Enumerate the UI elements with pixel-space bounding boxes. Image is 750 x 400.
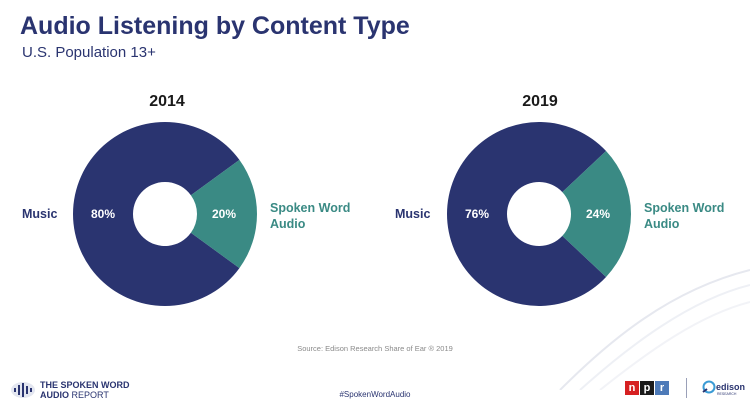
legend-spoken-line2: Audio	[270, 217, 306, 231]
chart-title-2014: 2014	[149, 93, 185, 110]
edison-icon	[702, 380, 716, 394]
spoken-word-report-logo: THE SPOKEN WORD AUDIO REPORT	[10, 378, 220, 400]
decorative-swoosh	[559, 269, 750, 390]
npr-logo: n p r	[625, 381, 670, 395]
value-label-music-2019: 76%	[465, 207, 489, 221]
edison-wordmark: edison	[716, 382, 746, 392]
source-note: Source: Edison Research Share of Ear ® 2…	[297, 344, 453, 353]
slice-music-2014	[73, 122, 240, 307]
legend-spoken-line1: Spoken Word	[644, 201, 725, 215]
edison-subtext: RESEARCH	[717, 392, 737, 396]
slice-spoken-word-audio-2019	[562, 151, 631, 277]
legend-spoken-2019: Spoken Word Audio	[644, 200, 724, 232]
npr-letter-p: p	[640, 381, 654, 395]
page-subtitle: U.S. Population 13+	[22, 44, 156, 61]
legend-spoken-2014: Spoken Word Audio	[270, 200, 350, 232]
value-label-spoken-word-audio-2014: 20%	[212, 207, 236, 221]
chart-title-2019: 2019	[522, 93, 558, 110]
value-label-spoken-word-audio-2019: 24%	[586, 207, 610, 221]
legend-spoken-line1: Spoken Word	[270, 201, 351, 215]
npr-letter-n: n	[625, 381, 639, 395]
slice-spoken-word-audio-2014	[190, 159, 258, 269]
slice-music-2019	[447, 122, 607, 307]
report-title-audio: AUDIO	[40, 390, 72, 400]
report-title-line1: THE SPOKEN WORD	[40, 380, 130, 390]
logo-divider	[686, 378, 687, 398]
value-label-music-2014: 80%	[91, 207, 115, 221]
npr-letter-r: r	[655, 381, 669, 395]
hashtag: #SpokenWordAudio	[339, 390, 411, 399]
legend-music-2014: Music	[22, 207, 58, 221]
edison-research-logo: edison RESEARCH	[702, 380, 748, 398]
report-title-line2: AUDIO REPORT	[40, 390, 109, 400]
soundwave-icon	[11, 382, 35, 398]
legend-music-2019: Music	[395, 207, 431, 221]
legend-spoken-line2: Audio	[644, 217, 680, 231]
report-title-report: REPORT	[71, 390, 109, 400]
page-title: Audio Listening by Content Type	[20, 12, 410, 40]
